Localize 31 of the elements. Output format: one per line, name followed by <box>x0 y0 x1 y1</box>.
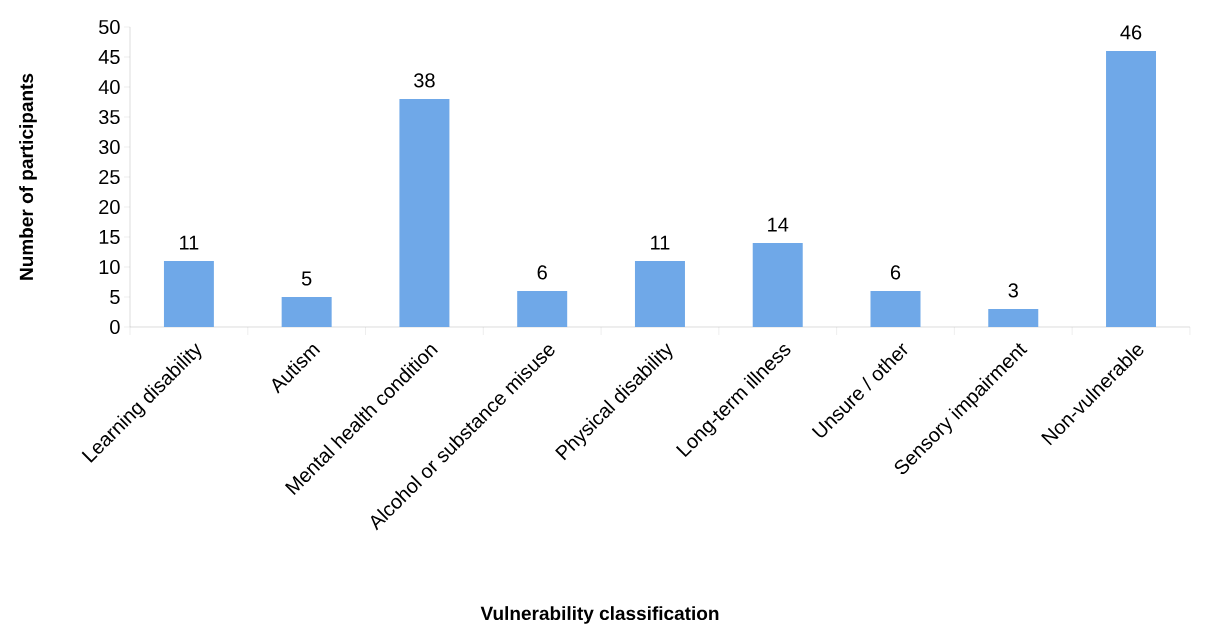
data-label: 3 <box>1008 283 1018 298</box>
data-label: 38 <box>414 73 435 88</box>
data-label: 14 <box>768 217 789 232</box>
y-tick-label: 20 <box>99 199 120 215</box>
bar <box>752 243 803 327</box>
bar <box>988 309 1039 327</box>
y-axis-title: Number of participants <box>19 73 37 280</box>
bar <box>634 261 685 327</box>
data-label: 6 <box>537 265 547 280</box>
y-tick-label: 45 <box>98 50 120 64</box>
y-tick-label: 35 <box>98 109 120 125</box>
bar <box>399 99 450 327</box>
y-tick-label: 0 <box>110 319 120 335</box>
data-label: 46 <box>1120 25 1142 40</box>
bar <box>163 261 214 327</box>
data-label: 6 <box>890 265 901 280</box>
y-tick-label: 40 <box>98 79 120 95</box>
data-label: 5 <box>301 271 312 286</box>
bar <box>281 297 332 327</box>
bar <box>1106 51 1157 327</box>
data-label: 11 <box>180 235 199 250</box>
y-tick-label: 30 <box>98 139 120 155</box>
x-axis-title: Vulnerability classification <box>480 606 719 624</box>
y-tick-label: 50 <box>99 19 120 35</box>
bar <box>517 291 568 327</box>
y-tick-label: 25 <box>99 169 120 185</box>
data-label: 11 <box>651 235 670 250</box>
bar <box>870 291 921 327</box>
y-tick-label: 5 <box>110 290 120 304</box>
y-tick-label: 10 <box>99 259 120 275</box>
y-tick-label: 15 <box>99 230 120 244</box>
